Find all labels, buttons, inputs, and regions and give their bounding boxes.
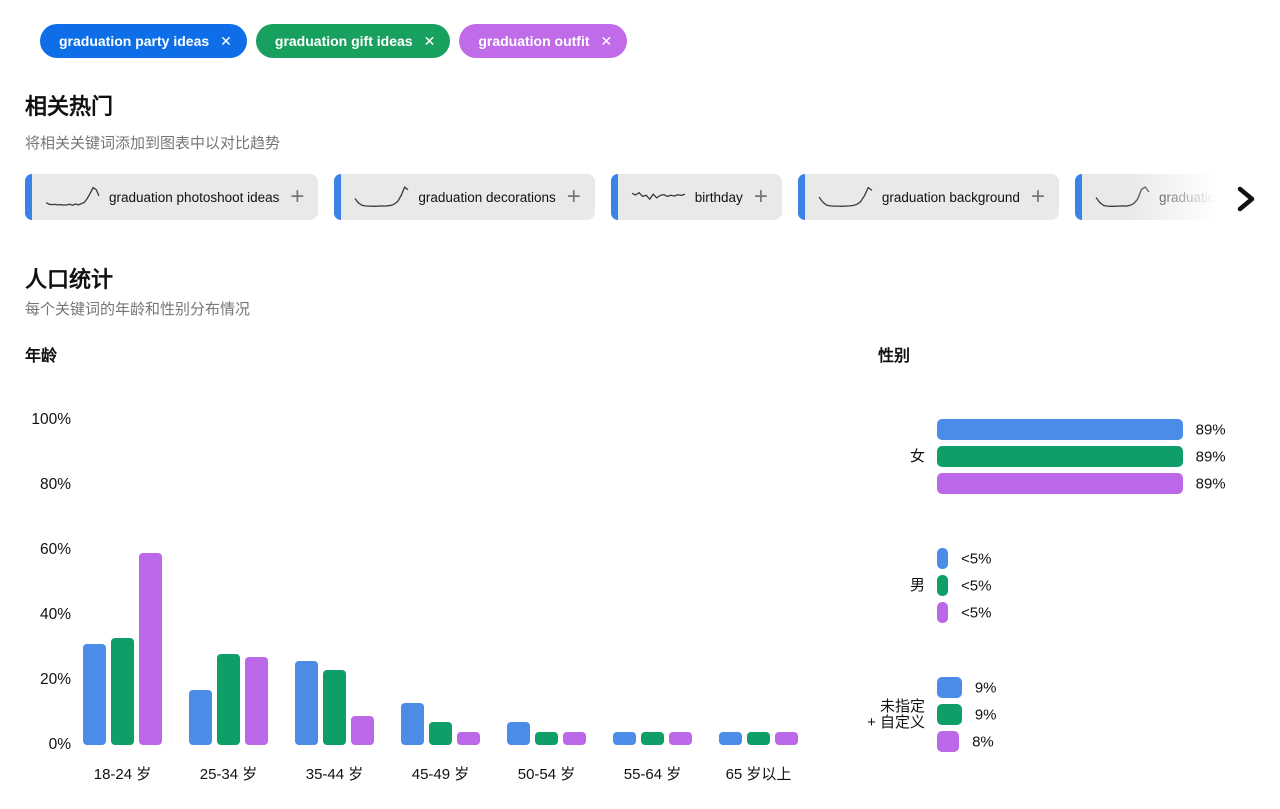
age-bar <box>295 660 318 745</box>
sparkline-chart-icon <box>354 186 409 207</box>
y-axis-tick: 0% <box>48 736 71 753</box>
gender-bar-value: 89% <box>1195 475 1226 492</box>
gender-group-label: 未指定 + 自定义 <box>867 697 925 731</box>
age-bar <box>641 732 664 745</box>
age-bar <box>563 732 586 745</box>
gender-bar-chart: 女 89% 89% 89% 男 <5% <5% <5% 未指定 + 自定义 9% 9% 8% <box>867 405 1280 795</box>
gender-bar-value: 89% <box>1195 421 1226 438</box>
y-axis-tick: 40% <box>39 606 71 623</box>
gender-group-label: 男 <box>909 576 925 594</box>
close-icon[interactable]: ✕ <box>423 33 436 49</box>
gender-bar-value: 89% <box>1195 448 1226 465</box>
add-keyword-icon[interactable]: + <box>1030 183 1045 211</box>
x-axis-label: 55-64 岁 <box>623 766 682 783</box>
x-axis-label: 45-49 岁 <box>411 766 470 783</box>
add-keyword-icon[interactable]: + <box>753 183 768 211</box>
age-bar-chart: 100% 80% 60% 40% 20% 0% 18-24 岁 25-34 岁 35-44 岁 4… <box>25 405 835 795</box>
age-bar <box>613 732 636 745</box>
card-accent-strip <box>334 174 342 220</box>
related-keyword-card-1[interactable]: graduation photoshoot ideas + <box>25 174 319 220</box>
age-bar <box>139 553 162 745</box>
keyword-chip-label: graduation party ideas <box>59 33 210 49</box>
sparkline-chart-icon <box>45 186 100 206</box>
gender-bar <box>937 704 962 725</box>
gender-bar <box>937 677 962 698</box>
related-keyword-cards: graduation photoshoot ideas + graduation d… <box>25 174 1280 220</box>
gender-bar-value: 9% <box>974 706 997 723</box>
gender-bar-value: <5% <box>961 577 992 594</box>
gender-chart-title: 性别 <box>878 348 911 365</box>
age-bar <box>535 732 558 745</box>
x-axis-label: 35-44 岁 <box>305 766 364 783</box>
age-bar <box>429 722 452 745</box>
gender-bar <box>937 473 1183 494</box>
y-axis-tick: 100% <box>31 411 71 428</box>
related-keyword-card-3[interactable]: birthday + <box>610 174 782 220</box>
related-keyword-card-2[interactable]: graduation decorations + <box>334 174 595 220</box>
y-axis-tick: 80% <box>39 476 71 493</box>
age-bar <box>669 732 692 745</box>
age-bar <box>245 657 268 745</box>
gender-bar-value: <5% <box>961 550 992 567</box>
related-keyword-label: graduation background <box>881 189 1020 205</box>
add-keyword-icon[interactable]: + <box>566 183 581 211</box>
keyword-chip-1[interactable]: graduation party ideas ✕ <box>40 24 247 58</box>
gender-bar-value: 9% <box>974 679 997 696</box>
age-bar <box>111 637 134 745</box>
age-bar <box>401 702 424 745</box>
keyword-chip-2[interactable]: graduation gift ideas ✕ <box>255 24 451 58</box>
sparkline-chart-icon <box>818 186 873 207</box>
x-axis-label: 18-24 岁 <box>93 766 152 783</box>
related-keyword-card-4[interactable]: graduation background + <box>797 174 1059 220</box>
keyword-chips: graduation party ideas ✕ graduation gift i… <box>40 24 628 58</box>
related-keyword-label: graduation photoshoot ideas <box>109 189 280 205</box>
add-keyword-icon[interactable]: + <box>290 183 305 211</box>
demographics-section-title: 人口统计 <box>25 267 114 292</box>
gender-bar-value: 8% <box>972 733 994 750</box>
x-axis-label: 50-54 岁 <box>517 766 576 783</box>
age-bar <box>217 654 240 745</box>
chevron-right-icon[interactable] <box>1234 186 1258 217</box>
keyword-chip-label: graduation gift ideas <box>274 33 413 49</box>
card-accent-strip <box>25 174 32 220</box>
age-bar <box>323 670 346 745</box>
close-icon[interactable]: ✕ <box>600 33 613 49</box>
keyword-chip-3[interactable]: graduation outfit ✕ <box>459 24 628 58</box>
keyword-chip-label: graduation outfit <box>478 33 590 49</box>
related-section-subtitle: 将相关关键词添加到图表中以对比趋势 <box>25 135 281 152</box>
x-axis-label: 25-34 岁 <box>199 766 258 783</box>
sparkline-chart-icon <box>631 192 685 200</box>
age-bar <box>351 715 374 745</box>
demographics-section-subtitle: 每个关键词的年龄和性别分布情况 <box>25 301 251 318</box>
gender-bar <box>937 602 949 623</box>
age-bar <box>189 689 212 745</box>
gender-bar-value: <5% <box>961 604 992 621</box>
related-keyword-label: birthday <box>694 189 743 205</box>
age-bar <box>719 732 742 745</box>
age-bar <box>747 732 770 745</box>
gender-bar <box>937 419 1183 440</box>
x-axis-label: 65 岁以上 <box>725 766 792 783</box>
gender-group-label: 女 <box>909 447 925 465</box>
age-bar <box>775 732 798 745</box>
close-icon[interactable]: ✕ <box>220 33 232 49</box>
related-keyword-label: graduation decorations <box>418 189 556 205</box>
age-bar <box>507 722 530 745</box>
gender-bar <box>937 446 1183 467</box>
gender-bar <box>937 548 949 569</box>
gender-bar <box>937 731 960 752</box>
card-accent-strip <box>797 174 805 220</box>
age-bar <box>457 732 480 745</box>
gender-bar <box>937 575 949 596</box>
related-section-title: 相关热门 <box>25 94 114 119</box>
age-bar <box>83 644 106 745</box>
y-axis-tick: 60% <box>39 541 71 558</box>
card-accent-strip <box>1074 174 1082 220</box>
y-axis-tick: 20% <box>39 671 71 688</box>
sparkline-chart-icon <box>1095 186 1150 207</box>
card-accent-strip <box>610 174 618 220</box>
age-chart-title: 年龄 <box>25 348 58 365</box>
related-keyword-label: graduation <box>1158 189 1223 205</box>
